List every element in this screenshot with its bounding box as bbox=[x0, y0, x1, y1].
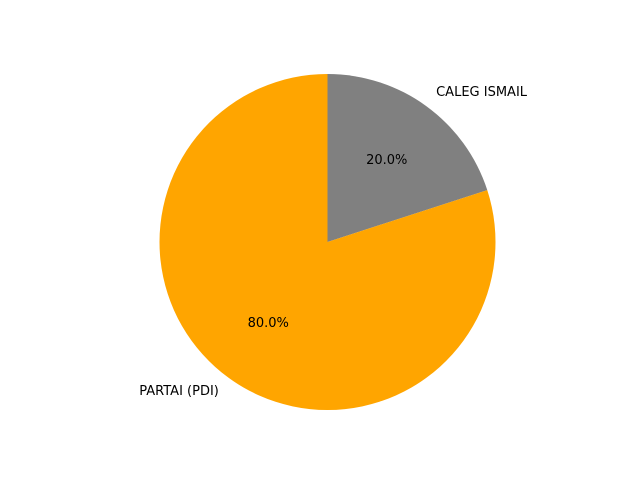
slice-percent-label: 20.0% bbox=[366, 153, 407, 168]
slices-layer bbox=[159, 74, 496, 411]
pie-slice-caleg-ismail bbox=[327, 74, 488, 242]
labels-layer: CALEG ISMAIL 20.0% PARTAI (PDI) 80.0% bbox=[139, 85, 528, 399]
slice-percent-label: 80.0% bbox=[248, 316, 289, 331]
slice-label: PARTAI (PDI) bbox=[139, 384, 219, 399]
pie-slice-partai-pdi bbox=[159, 74, 496, 411]
slice-label: CALEG ISMAIL bbox=[436, 85, 528, 100]
